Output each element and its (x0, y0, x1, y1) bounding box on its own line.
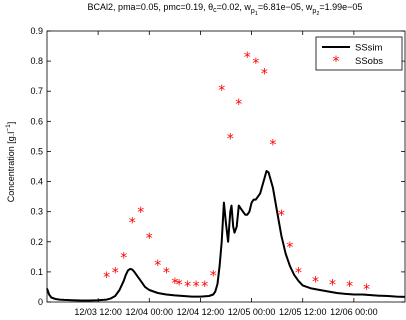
data-point-ssobs: * (163, 265, 170, 281)
x-tick-label: 12/05 12:00 (279, 307, 327, 317)
data-point-ssobs: * (269, 137, 276, 153)
data-point-ssobs: * (193, 279, 200, 295)
data-point-ssobs: * (103, 270, 110, 286)
data-point-ssobs: * (137, 205, 144, 221)
data-point-ssobs: * (146, 231, 153, 247)
data-point-ssobs: * (184, 279, 191, 295)
data-point-ssobs: * (278, 208, 285, 224)
chart-title: BCAl2, pma=0.05, pmc=0.19, θc=0.02, wp1=… (88, 2, 363, 17)
y-tick-label: 0.3 (30, 207, 43, 217)
plot-area: 0 0.1 0.2 0.3 0.4 0.5 0.6 0.7 0.8 0.9 12/03 12:00 1… (30, 26, 406, 317)
y-tick-label: 0.5 (30, 146, 43, 156)
data-point-ssobs: * (244, 50, 251, 66)
data-point-ssobs: * (329, 277, 336, 293)
y-tick-label: 0.9 (30, 26, 43, 36)
data-point-ssobs: * (154, 258, 161, 274)
data-point-ssobs: * (112, 265, 119, 281)
data-point-ssobs: * (363, 282, 370, 298)
legend-label-ssobs: SSobs (355, 56, 383, 67)
y-tick-label: 0.7 (30, 86, 43, 96)
y-tick-label: 0.2 (30, 237, 43, 247)
series-line-sssim (46, 170, 406, 302)
data-point-ssobs: * (312, 274, 319, 290)
axes-frame (46, 30, 406, 303)
x-tick-label: 12/05 00:00 (228, 307, 276, 317)
data-point-ssobs: * (120, 250, 127, 266)
data-point-ssobs: * (218, 83, 225, 99)
data-point-ssobs: * (261, 67, 268, 83)
x-tick-label: 12/04 12:00 (177, 307, 225, 317)
data-point-ssobs: * (171, 276, 178, 292)
data-point-ssobs: * (227, 131, 234, 147)
data-point-ssobs: * (286, 240, 293, 256)
legend-swatch-ssobs: * (333, 54, 340, 70)
y-tick-label: 0 (38, 297, 43, 307)
x-tick-label: 12/04 00:00 (126, 307, 174, 317)
data-point-ssobs: * (346, 279, 353, 295)
legend-box (315, 36, 403, 71)
data-point-ssobs: * (235, 97, 242, 113)
y-tick-label: 0.1 (30, 267, 43, 277)
y-tick-label: 0.6 (30, 116, 43, 126)
data-point-ssobs: * (176, 277, 183, 293)
legend-label-sssim: SSsim (355, 43, 383, 54)
y-tick-label: 0.8 (30, 56, 43, 66)
data-point-ssobs: * (210, 268, 217, 284)
x-tick-label: 12/06 00:00 (330, 307, 378, 317)
data-point-ssobs: * (129, 216, 136, 232)
y-tick-label: 0.4 (30, 177, 43, 187)
y-axis-label: Concentration [g.l−1] (5, 122, 16, 202)
data-point-ssobs: * (295, 265, 302, 281)
data-point-ssobs: * (252, 56, 259, 72)
x-tick-label: 12/03 12:00 (74, 307, 122, 317)
data-point-ssobs: * (201, 279, 208, 295)
